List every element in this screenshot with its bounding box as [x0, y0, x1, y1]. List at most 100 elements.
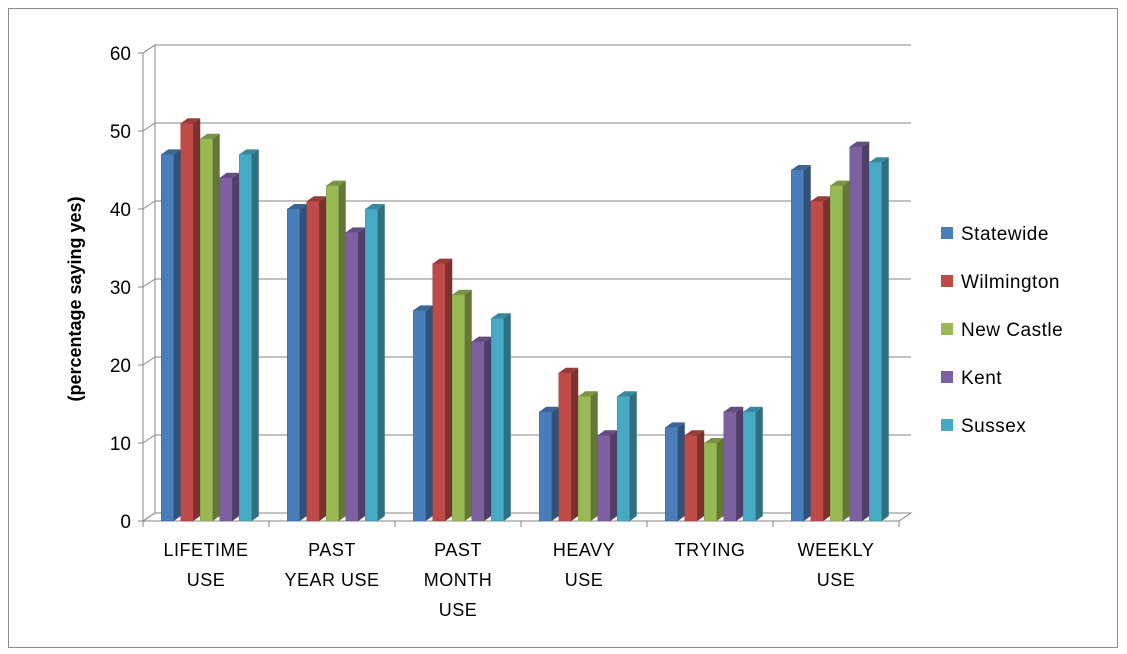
bar-side [251, 149, 259, 521]
bar-top [723, 406, 744, 412]
chart-frame: 0 10 20 30 40 50 60 LIFETIME USE PAST YEAR USE PAS… [8, 8, 1118, 648]
bar-front [287, 208, 300, 522]
bar [578, 391, 598, 522]
bar-side [445, 258, 453, 521]
bar [704, 438, 724, 522]
bar-side [503, 313, 511, 521]
bar-front [743, 411, 756, 522]
bar-front [306, 200, 320, 522]
bar-top [578, 391, 598, 397]
gridlines [142, 44, 911, 444]
bar-side [464, 289, 472, 521]
bar-front [704, 442, 717, 522]
bar-top [306, 196, 327, 202]
legend-label: Sussex [961, 416, 1026, 437]
bar-top [413, 305, 433, 311]
bar-front [239, 154, 252, 522]
bar-front [539, 411, 552, 522]
bar-side [803, 165, 811, 521]
bar-top [743, 406, 763, 412]
bar [306, 196, 327, 522]
bar-top [365, 204, 385, 209]
bar [723, 406, 744, 522]
bar [491, 313, 511, 522]
gridline-diag [142, 278, 156, 288]
legend-swatch [941, 323, 953, 335]
legend-item: Kent [941, 368, 1002, 389]
x-axis-ticks: LIFETIME USE PAST YEAR USE PAST MONTH USE HEAVY… [142, 521, 900, 620]
gridline-diag [142, 434, 156, 444]
y-axis-label: (percentage saying yes) [65, 196, 85, 401]
bar [287, 204, 307, 522]
bar-top [161, 149, 181, 155]
bar [365, 204, 385, 522]
bar-side [338, 180, 346, 521]
bar-front [558, 372, 572, 522]
bar-side [629, 391, 637, 521]
bar-front [200, 138, 213, 522]
bar [810, 196, 831, 522]
bar-side [697, 430, 705, 521]
y-tick-label: 0 [120, 512, 131, 533]
legend-item: New Castle [941, 320, 1063, 341]
bar [617, 391, 637, 522]
bar [413, 305, 433, 522]
bar [539, 406, 559, 522]
bar [684, 430, 705, 522]
y-tick-label: 20 [110, 356, 131, 377]
bar-top [597, 430, 618, 436]
bar-front [665, 427, 678, 522]
bar-side [862, 141, 870, 521]
bar [219, 172, 240, 522]
legend-item: Sussex [941, 416, 1026, 437]
bar-front [471, 341, 485, 522]
bar-side [590, 391, 598, 521]
bar [869, 157, 889, 522]
bar-top [345, 227, 366, 233]
bar-front [791, 169, 804, 522]
bar-top [432, 258, 453, 264]
bar-side [193, 118, 201, 521]
gridline-diag [142, 200, 156, 210]
bar-side [755, 406, 763, 521]
bar [200, 133, 220, 522]
bar-top [558, 367, 579, 373]
bar-side [319, 196, 327, 521]
bar-front [180, 122, 194, 522]
bar-front [452, 294, 465, 522]
bar-top [180, 118, 201, 124]
bar-side [677, 422, 685, 521]
bar-side [299, 204, 307, 521]
bar-side [842, 180, 850, 521]
bar [432, 258, 453, 522]
bar-side [716, 438, 724, 521]
bar-front [597, 434, 611, 522]
bar-top [617, 391, 637, 397]
bar-front [617, 395, 630, 522]
legend-swatch [941, 419, 953, 431]
bar-side [484, 336, 492, 521]
bar-top [849, 141, 870, 147]
bar [471, 336, 492, 522]
bar-side [425, 305, 433, 521]
y-tick-label: 30 [110, 278, 131, 299]
x-tick-label: HEAVY USE [553, 540, 615, 590]
bar-top [491, 313, 511, 319]
x-tick-label: PAST YEAR USE [284, 540, 379, 590]
legend-label: Kent [961, 368, 1002, 389]
bar-top [287, 204, 307, 209]
legend-swatch [941, 275, 953, 287]
bar [558, 367, 579, 522]
bar-front [723, 411, 737, 522]
bar-chart: 0 10 20 30 40 50 60 LIFETIME USE PAST YEAR USE PAS… [65, 44, 1063, 620]
bar-front [365, 208, 378, 522]
bar-side [823, 196, 831, 521]
bar-side [212, 133, 220, 522]
bar-side [358, 227, 366, 521]
bar-front [432, 263, 446, 522]
bar-top [704, 438, 724, 443]
bar [180, 118, 201, 522]
y-tick-label: 50 [110, 122, 131, 143]
bar-front [869, 161, 882, 522]
bar [345, 227, 366, 522]
